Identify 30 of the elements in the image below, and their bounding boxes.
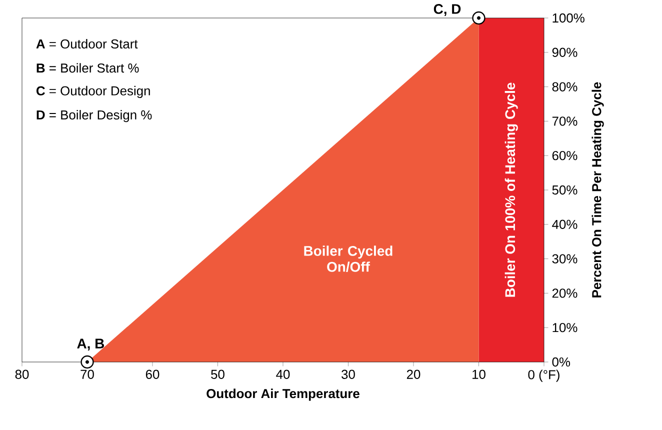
y-tick-label: 90% [552,48,578,57]
y-tick-label: 0% [552,357,570,367]
x-tick-label: 30 [342,370,355,379]
y-tick-label: 30% [552,254,578,264]
y-tick-label: 40% [552,220,578,229]
x-axis-title: Outdoor Air Temperature [206,388,360,401]
annotation: A = Outdoor Start [36,39,138,49]
annotation: C, D [434,4,461,16]
annotation: Boiler Cycled On/Off [304,246,392,272]
x-tick-label: 70 [80,370,94,379]
y-tick-label: 50% [552,185,578,195]
annotation: B = Boiler Start % [36,63,139,73]
y-tick-label: 70% [552,116,578,126]
x-tick-label: 80 [15,370,29,379]
x-tick-label: 40 [276,370,290,379]
band-label: Boiler On 100% of Heating Cycle [504,82,518,297]
annotation: A, B [77,338,104,350]
y-tick-label: 80% [552,82,578,92]
y-tick-label: 100% [552,13,584,23]
x-tick-label: 50 [211,370,224,379]
x-tick-label: 0 (°F) [528,370,560,382]
x-tick-label: 60 [146,370,160,379]
annotation: D = Boiler Design % [36,110,152,122]
y-tick-label: 10% [552,323,578,332]
x-tick-label: 10 [472,370,486,379]
y-tick-label: 60% [552,151,578,160]
x-tick-label: 20 [406,370,420,379]
y-tick-label: 20% [552,288,578,298]
annotation: C = Outdoor Design [36,86,150,98]
y-axis-title: Percent On Time Per Heating Cycle [592,82,604,298]
